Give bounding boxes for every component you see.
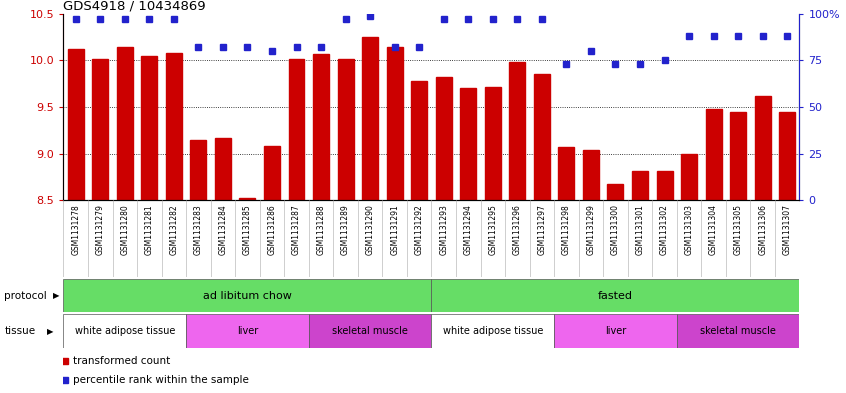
Bar <box>730 112 746 200</box>
Bar <box>117 47 133 200</box>
Bar <box>362 37 378 200</box>
FancyBboxPatch shape <box>309 314 431 348</box>
Bar <box>141 56 157 200</box>
Text: GSM1131292: GSM1131292 <box>415 204 424 255</box>
Bar <box>779 112 795 200</box>
Text: fasted: fasted <box>598 291 633 301</box>
Bar <box>534 74 550 200</box>
Text: ▶: ▶ <box>47 327 54 336</box>
FancyBboxPatch shape <box>431 279 799 312</box>
Text: GSM1131287: GSM1131287 <box>292 204 301 255</box>
Text: GSM1131281: GSM1131281 <box>145 204 154 255</box>
Text: GSM1131285: GSM1131285 <box>243 204 252 255</box>
Text: GSM1131288: GSM1131288 <box>316 204 326 255</box>
Text: GSM1131286: GSM1131286 <box>267 204 277 255</box>
Text: skeletal muscle: skeletal muscle <box>332 326 408 336</box>
Bar <box>681 154 697 200</box>
Text: ad libitum chow: ad libitum chow <box>203 291 292 301</box>
Text: GSM1131280: GSM1131280 <box>120 204 129 255</box>
Bar <box>338 59 354 200</box>
Bar <box>607 184 624 200</box>
Text: GSM1131295: GSM1131295 <box>488 204 497 255</box>
FancyBboxPatch shape <box>186 314 309 348</box>
Text: GSM1131306: GSM1131306 <box>758 204 767 255</box>
Text: white adipose tissue: white adipose tissue <box>74 326 175 336</box>
Text: GSM1131301: GSM1131301 <box>635 204 645 255</box>
Bar <box>411 81 427 200</box>
Text: GSM1131300: GSM1131300 <box>611 204 620 255</box>
Bar <box>166 53 182 200</box>
Bar <box>288 59 305 200</box>
Bar <box>436 77 452 200</box>
Text: GSM1131282: GSM1131282 <box>169 204 179 255</box>
Text: GSM1131303: GSM1131303 <box>684 204 694 255</box>
Bar <box>460 88 476 200</box>
Bar <box>632 171 648 200</box>
Text: GSM1131298: GSM1131298 <box>562 204 571 255</box>
FancyBboxPatch shape <box>63 279 431 312</box>
Text: GSM1131305: GSM1131305 <box>733 204 743 255</box>
Bar <box>706 109 722 200</box>
Text: GSM1131299: GSM1131299 <box>586 204 596 255</box>
Bar <box>264 146 280 200</box>
Bar <box>509 62 525 200</box>
Bar <box>387 47 403 200</box>
Bar <box>215 138 231 200</box>
Text: GSM1131296: GSM1131296 <box>513 204 522 255</box>
Text: transformed count: transformed count <box>73 356 170 366</box>
Text: GSM1131307: GSM1131307 <box>783 204 792 255</box>
Text: GSM1131293: GSM1131293 <box>439 204 448 255</box>
Text: liver: liver <box>605 326 626 336</box>
Text: GSM1131302: GSM1131302 <box>660 204 669 255</box>
Text: white adipose tissue: white adipose tissue <box>442 326 543 336</box>
Text: liver: liver <box>237 326 258 336</box>
Bar <box>558 147 574 200</box>
Text: percentile rank within the sample: percentile rank within the sample <box>73 375 249 386</box>
FancyBboxPatch shape <box>63 314 186 348</box>
Bar <box>485 86 501 200</box>
Bar <box>68 49 84 200</box>
Bar <box>755 96 771 200</box>
Text: tissue: tissue <box>4 326 36 336</box>
FancyBboxPatch shape <box>677 314 799 348</box>
Text: ▶: ▶ <box>53 291 60 300</box>
Bar <box>190 140 206 200</box>
Text: GSM1131284: GSM1131284 <box>218 204 228 255</box>
Bar <box>92 59 108 200</box>
Bar <box>313 54 329 200</box>
Bar <box>583 150 599 200</box>
Text: GSM1131290: GSM1131290 <box>365 204 375 255</box>
Text: GSM1131291: GSM1131291 <box>390 204 399 255</box>
Text: GSM1131283: GSM1131283 <box>194 204 203 255</box>
Text: GDS4918 / 10434869: GDS4918 / 10434869 <box>63 0 206 13</box>
Text: GSM1131304: GSM1131304 <box>709 204 718 255</box>
Text: GSM1131279: GSM1131279 <box>96 204 105 255</box>
FancyBboxPatch shape <box>431 314 554 348</box>
Text: skeletal muscle: skeletal muscle <box>700 326 776 336</box>
Text: protocol: protocol <box>4 291 47 301</box>
Text: GSM1131289: GSM1131289 <box>341 204 350 255</box>
Text: GSM1131278: GSM1131278 <box>71 204 80 255</box>
FancyBboxPatch shape <box>554 314 677 348</box>
Text: GSM1131294: GSM1131294 <box>464 204 473 255</box>
Bar <box>656 171 673 200</box>
Bar <box>239 198 255 200</box>
Text: GSM1131297: GSM1131297 <box>537 204 547 255</box>
